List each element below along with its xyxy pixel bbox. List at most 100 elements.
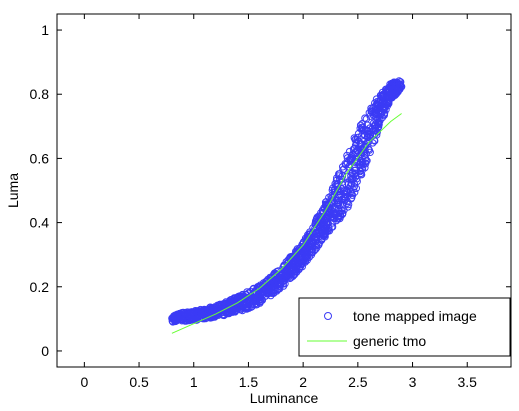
scatter-point (388, 93, 396, 102)
scatter-point (213, 301, 222, 309)
scatter-point (347, 172, 355, 180)
scatter-point (195, 307, 204, 315)
scatter-point (369, 104, 377, 112)
scatter-point (361, 160, 370, 168)
scatter-point (245, 297, 253, 306)
x-tick-label: 0 (80, 374, 88, 390)
scatter-point (325, 193, 333, 202)
generic-tmo-line (171, 113, 402, 334)
scatter-point (256, 297, 265, 306)
scatter-point (375, 119, 383, 128)
scatter-point (226, 297, 234, 306)
scatter-point (335, 170, 343, 178)
scatter-point (335, 204, 343, 213)
scatter-point (363, 121, 371, 129)
scatter-point (363, 127, 372, 135)
y-tick-label: 0.6 (30, 150, 50, 166)
scatter-point (358, 166, 367, 174)
scatter-point (221, 301, 230, 309)
scatter-point (357, 159, 365, 167)
scatter-point (319, 209, 328, 217)
scatter-point (315, 239, 324, 247)
scatter-point (323, 217, 332, 226)
scatter-point (268, 281, 276, 289)
scatter-point (319, 231, 328, 239)
scatter-point (397, 83, 406, 91)
scatter-point (332, 216, 341, 225)
scatter-point (321, 230, 329, 238)
scatter-point (347, 152, 356, 160)
x-tick-label: 3 (409, 374, 417, 390)
scatter-point (347, 189, 355, 198)
scatter-point (352, 184, 360, 193)
y-tick-label: 0 (41, 343, 49, 359)
y-axis-ticks: 0 0.2 0.4 0.6 0.8 1 (30, 22, 511, 359)
scatter-point (332, 181, 340, 189)
scatter-point (295, 245, 303, 253)
scatter-points (168, 77, 406, 326)
scatter-point (288, 259, 296, 267)
scatter-point (300, 256, 308, 265)
scatter-point (291, 267, 299, 275)
scatter-point (349, 145, 358, 153)
scatter-point (308, 237, 316, 245)
x-tick-label: 2 (299, 374, 307, 390)
x-tick-label: 2.5 (348, 374, 368, 390)
scatter-point (353, 136, 361, 144)
scatter-point (186, 312, 194, 321)
scatter-point (284, 269, 292, 277)
scatter-point (340, 165, 348, 173)
y-axis-label: Luma (5, 173, 21, 208)
scatter-point (307, 251, 316, 259)
scatter-point (238, 290, 247, 299)
scatter-point (278, 273, 286, 282)
x-tick-label: 1.5 (239, 374, 259, 390)
x-axis-ticks: 0 0.5 1 1.5 2 2.5 3 3.5 (80, 14, 477, 390)
scatter-point (365, 146, 373, 154)
legend-label-generic-tmo: generic tmo (353, 333, 426, 349)
scatter-point (386, 86, 394, 95)
scatter-point (296, 258, 304, 266)
scatter-point (379, 104, 387, 113)
scatter-point (285, 273, 293, 281)
scatter-point (333, 201, 341, 209)
scatter-point (367, 107, 375, 116)
scatter-point (283, 259, 291, 267)
scatter-point (357, 169, 365, 178)
scatter-point (358, 120, 366, 128)
legend-marker-tone-mapped (324, 312, 332, 320)
scatter-point (378, 113, 387, 122)
y-tick-label: 0.4 (30, 215, 50, 231)
scatter-point (271, 279, 280, 287)
x-axis-label: Luminance (250, 390, 319, 406)
scatter-point (348, 155, 356, 163)
scatter-point (313, 219, 321, 227)
legend-box (298, 297, 511, 357)
scatter-point (341, 160, 349, 168)
legend: tone mapped image generic tmo (298, 297, 511, 357)
scatter-point (353, 177, 361, 186)
scatter-point (330, 208, 338, 216)
scatter-point (347, 156, 355, 165)
x-tick-label: 3.5 (458, 374, 478, 390)
scatter-point (324, 202, 332, 210)
plot-area (56, 13, 512, 368)
scatter-point (334, 199, 343, 207)
scatter-point (308, 242, 316, 250)
scatter-point (234, 292, 243, 301)
x-tick-label: 1 (190, 374, 198, 390)
scatter-point (241, 299, 249, 308)
scatter-point (323, 226, 331, 234)
scatter-point (371, 99, 379, 107)
y-tick-label: 0.2 (30, 279, 50, 295)
scatter-point (365, 109, 373, 117)
scatter-point (325, 209, 333, 217)
scatter-point (360, 143, 369, 151)
scatter-point (220, 310, 228, 318)
scatter-point (363, 130, 372, 138)
scatter-point (319, 224, 327, 232)
y-tick-label: 0.8 (30, 86, 50, 102)
scatter-point (232, 295, 241, 303)
scatter-point (366, 112, 374, 120)
